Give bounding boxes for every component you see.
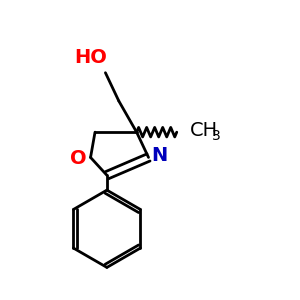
Text: 3: 3 [212, 129, 220, 143]
Text: CH: CH [190, 121, 218, 140]
Text: HO: HO [74, 48, 107, 68]
Text: N: N [152, 146, 168, 165]
Text: O: O [70, 149, 87, 168]
